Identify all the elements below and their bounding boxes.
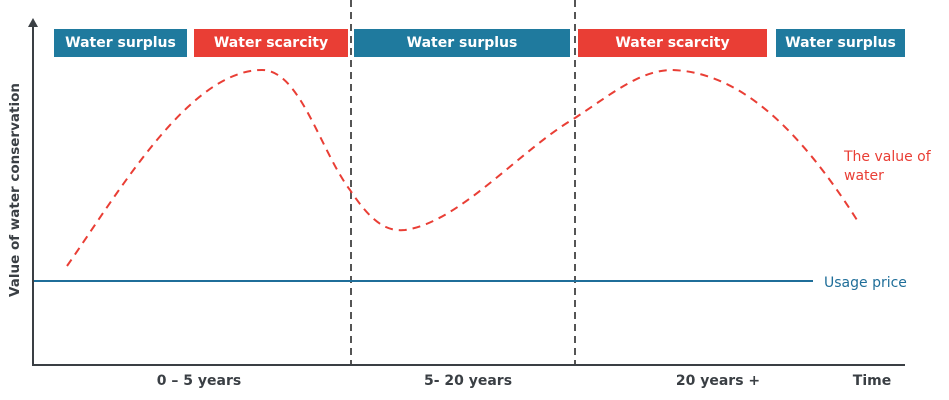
x-axis-label: Time xyxy=(852,373,892,389)
value-of-water-curve xyxy=(66,68,858,267)
period-label: 5- 20 years xyxy=(423,373,513,389)
banner-water-surplus: Water surplus xyxy=(354,29,570,57)
banner-water-surplus: Water surplus xyxy=(776,29,905,57)
usage-price-label: Usage price xyxy=(824,275,907,291)
banner-water-scarcity: Water scarcity xyxy=(194,29,348,57)
period-label: 20 years + xyxy=(675,373,761,389)
y-axis-arrow xyxy=(28,18,38,27)
banner-water-scarcity: Water scarcity xyxy=(578,29,767,57)
period-label: 0 – 5 years xyxy=(156,373,242,389)
curve-label: The value of water xyxy=(844,149,931,184)
y-axis-label: Value of water conservation xyxy=(7,83,23,297)
banner-water-surplus: Water surplus xyxy=(54,29,187,57)
